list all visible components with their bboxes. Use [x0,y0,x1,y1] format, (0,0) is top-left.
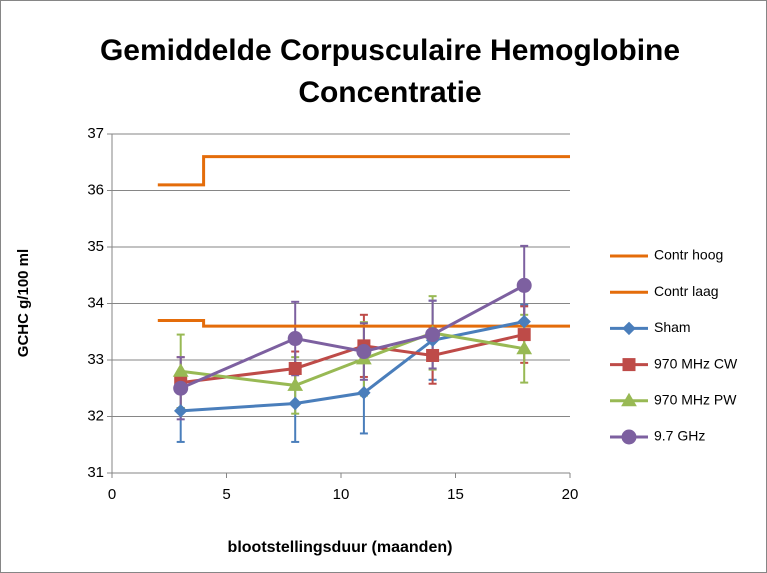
marker [173,380,189,396]
x-tick-label: 10 [333,486,350,503]
marker [516,277,532,293]
y-tick-label: 32 [87,407,104,424]
legend-label: 970 MHz CW [654,355,738,371]
marker [516,340,533,355]
legend-marker [622,358,636,372]
legend-label: Contr hoog [654,247,723,263]
legend-marker [621,392,637,407]
series-line [157,155,570,187]
marker [517,328,531,342]
y-tick-label: 33 [87,351,104,368]
marker [287,331,303,347]
marker [426,348,440,362]
x-tick-label: 5 [222,486,230,503]
marker [172,363,189,377]
legend-label: Sham [654,319,691,335]
y-tick-label: 35 [87,238,104,255]
x-axis-title: blootstellingsduur (maanden) [228,539,453,556]
x-tick-label: 0 [108,486,116,503]
legend-label: Contr laag [654,283,719,299]
y-tick-label: 34 [87,294,104,311]
marker [517,314,531,329]
marker [357,386,371,400]
y-tick-label: 36 [87,181,104,198]
marker [288,396,302,411]
legend-marker [622,321,636,336]
chart-title: Gemiddelde Corpusculaire Hemoglobine Con… [99,34,681,109]
marker [425,327,441,343]
legend-label: 9.7 GHz [654,428,705,444]
marker [287,377,304,391]
marker [288,361,302,375]
x-tick-label: 20 [562,486,579,503]
x-tick-label: 15 [447,486,464,503]
marker [356,344,372,360]
legend-label: 970 MHz PW [654,392,737,408]
marker [173,404,188,418]
y-tick-label: 31 [87,464,104,481]
y-axis-title: GCHC g/100 ml [15,249,32,357]
y-tick-label: 37 [87,125,104,142]
series-line [157,318,570,328]
legend-marker [621,429,637,445]
